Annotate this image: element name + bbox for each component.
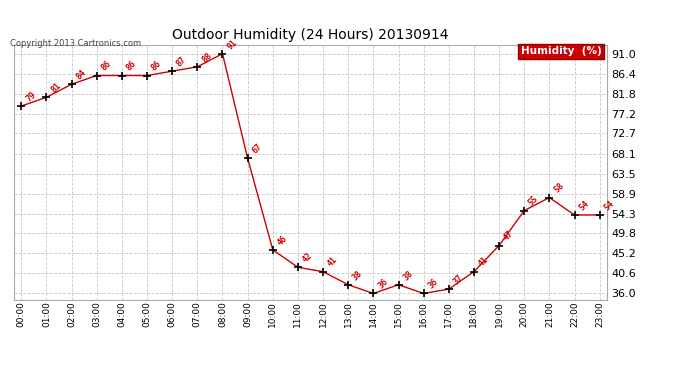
Text: 88: 88 [200,51,214,64]
Text: 38: 38 [351,268,364,282]
Text: 81: 81 [49,81,63,94]
Text: 54: 54 [578,199,591,212]
Text: 54: 54 [602,199,616,212]
Text: 86: 86 [150,59,164,73]
Text: 67: 67 [250,142,264,156]
Title: Outdoor Humidity (24 Hours) 20130914: Outdoor Humidity (24 Hours) 20130914 [172,28,448,42]
Text: 79: 79 [24,90,37,103]
Text: 41: 41 [326,255,339,269]
Text: 84: 84 [75,68,88,81]
Text: 91: 91 [225,38,239,51]
Text: 38: 38 [402,268,415,282]
Text: 47: 47 [502,229,515,243]
Text: 55: 55 [527,194,540,208]
Text: 86: 86 [125,59,138,73]
Text: 37: 37 [451,273,465,286]
Text: 86: 86 [99,59,113,73]
Text: 87: 87 [175,55,188,68]
Text: 36: 36 [376,277,390,291]
Text: Humidity  (%): Humidity (%) [520,46,601,56]
Text: 46: 46 [275,234,289,247]
Text: 42: 42 [301,251,314,264]
Text: 41: 41 [477,255,490,269]
Text: Copyright 2013 Cartronics.com: Copyright 2013 Cartronics.com [10,39,141,48]
Text: 36: 36 [426,277,440,291]
Text: 58: 58 [552,182,566,195]
